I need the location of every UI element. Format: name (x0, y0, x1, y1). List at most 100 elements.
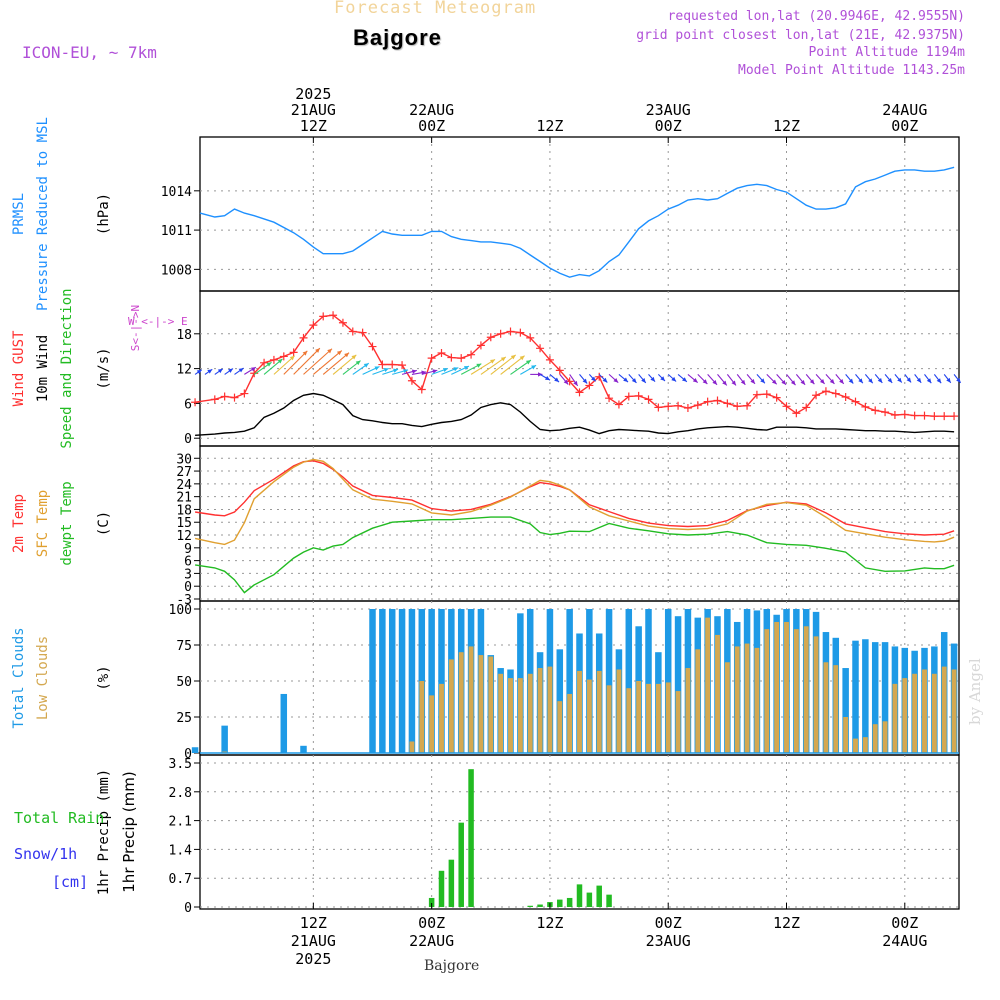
y-tick-label: 21 (176, 491, 192, 506)
y-axis-label: 1hr Precip (mm) (96, 769, 112, 895)
gust-marker (407, 376, 416, 385)
gust-marker (890, 411, 899, 419)
wind-arrowhead (906, 377, 912, 383)
low-cloud-bar (793, 629, 799, 753)
wind-arrowhead (336, 350, 342, 356)
gust-marker (279, 352, 288, 361)
series-line (194, 516, 955, 594)
low-cloud-bar (872, 724, 878, 753)
wind-arrow (293, 347, 321, 375)
wind-arrowhead (868, 378, 873, 384)
low-cloud-bar (675, 691, 681, 753)
total-cloud-bar (191, 747, 199, 753)
total-cloud-bar (881, 642, 889, 753)
gust-marker (250, 369, 259, 378)
wind-arrowhead (531, 365, 537, 370)
low-cloud-bar (774, 621, 780, 753)
y-tick-label: 27 (176, 465, 192, 480)
wind-arrowhead (800, 379, 806, 385)
gust-marker (329, 311, 338, 320)
gust-marker (831, 389, 840, 398)
bottom-time-label: 23AUG (646, 932, 691, 950)
gust-marker (733, 402, 742, 411)
gust-marker (398, 361, 407, 370)
wind-arrowhead (819, 379, 825, 384)
gust-marker (309, 321, 318, 330)
total-cloud-bar (438, 609, 445, 753)
panel-label: SFC Temp (35, 490, 51, 557)
top-time-label: 12Z (300, 117, 327, 135)
wind-arrowhead (463, 366, 469, 371)
wind-arrowhead (453, 367, 459, 372)
precip-bar (527, 905, 533, 907)
y-tick-label: 1.4 (169, 843, 193, 858)
y-tick-label: 50 (176, 675, 192, 690)
gust-marker (447, 353, 456, 362)
bottom-time-label: 12Z (300, 914, 327, 932)
wind-arrowhead (946, 377, 951, 383)
low-cloud-bar (902, 678, 908, 753)
wind-arrowhead (277, 358, 283, 364)
series-line (199, 166, 955, 278)
rain-label: Total Rain (14, 809, 104, 827)
panel-label: Low Clouds (35, 636, 51, 720)
low-cloud-bar (517, 678, 523, 753)
y-axis-label: (C) (96, 511, 112, 536)
precip-bar (557, 899, 563, 907)
precip-bar (537, 904, 543, 907)
gust-marker (782, 402, 791, 411)
bottom-time-label: 12Z (536, 914, 563, 932)
wind-arrowhead (731, 380, 736, 386)
wind-arrow (480, 356, 507, 375)
gust-marker (881, 408, 890, 417)
gust-marker (900, 410, 909, 419)
wind-arrow (322, 352, 350, 375)
wind-arrowhead (302, 350, 308, 356)
gust-marker (289, 348, 298, 357)
wind-arrowhead (344, 352, 350, 358)
total-cloud-bar (398, 609, 406, 753)
gust-marker (821, 387, 830, 396)
bottom-time-label: 00Z (655, 914, 682, 932)
wind-arrowhead (582, 378, 588, 384)
low-cloud-bar (843, 717, 849, 753)
low-cloud-bar (823, 662, 829, 753)
gust-marker (910, 411, 919, 420)
low-cloud-bar (596, 670, 602, 753)
low-cloud-bar (941, 666, 947, 753)
panel-label: dewpt Temp (59, 481, 75, 565)
low-cloud-bar (892, 683, 898, 753)
y-tick-label: 100 (169, 603, 192, 618)
low-cloud-bar (478, 655, 484, 753)
gust-marker (299, 333, 308, 342)
wind-arrow (273, 355, 295, 375)
wind-arrowhead (525, 360, 531, 365)
gust-marker (871, 406, 880, 415)
low-cloud-bar (429, 695, 435, 753)
gust-marker (950, 412, 959, 421)
gust-marker (674, 401, 683, 410)
gust-marker (585, 381, 594, 390)
low-cloud-bar (665, 682, 671, 753)
total-cloud-bar (369, 609, 376, 753)
top-time-label: 00Z (891, 117, 918, 135)
gust-marker (575, 388, 584, 397)
precip-bar (448, 859, 455, 907)
wind-arrowhead (442, 367, 448, 373)
gust-marker (792, 409, 801, 418)
top-time-label: 23AUG (646, 101, 691, 119)
total-cloud-bar (605, 609, 613, 753)
gust-marker (388, 360, 397, 369)
gust-marker (526, 333, 535, 342)
low-cloud-bar (724, 662, 730, 753)
low-cloud-bar (715, 634, 720, 753)
gust-marker (693, 401, 702, 410)
gust-marker (457, 354, 466, 363)
wind-arrowhead (877, 378, 883, 383)
y-tick-label: 1008 (161, 263, 192, 278)
gust-marker (940, 412, 949, 421)
low-cloud-bar (448, 659, 454, 753)
total-cloud-bar (388, 609, 396, 753)
y-tick-label: 0.7 (169, 872, 192, 887)
low-cloud-bar (882, 721, 888, 753)
